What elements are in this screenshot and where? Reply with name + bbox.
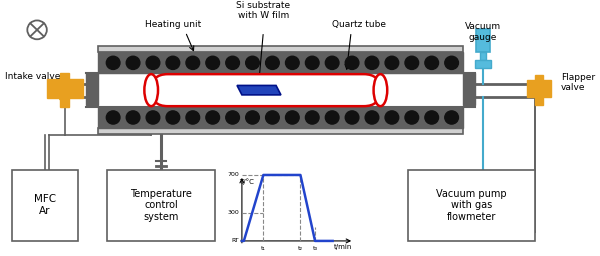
Circle shape: [286, 56, 299, 69]
Circle shape: [405, 56, 419, 69]
Bar: [476, 29, 490, 52]
Circle shape: [245, 111, 259, 124]
Text: t₃: t₃: [313, 246, 317, 251]
Text: MFC
Ar: MFC Ar: [34, 194, 56, 216]
Bar: [475, 60, 491, 68]
Text: 700: 700: [227, 173, 239, 177]
Bar: [535, 75, 544, 105]
Circle shape: [226, 111, 239, 124]
Text: Intake valve: Intake valve: [5, 71, 60, 81]
Circle shape: [186, 111, 200, 124]
Circle shape: [186, 56, 200, 69]
Circle shape: [28, 20, 47, 39]
Circle shape: [305, 56, 319, 69]
Circle shape: [425, 56, 439, 69]
Bar: [480, 52, 486, 60]
Circle shape: [405, 111, 419, 124]
Circle shape: [166, 56, 180, 69]
Text: T/°C: T/°C: [239, 178, 254, 185]
Text: Vacuum
gauge: Vacuum gauge: [465, 22, 501, 42]
Circle shape: [445, 56, 458, 69]
Circle shape: [166, 111, 180, 124]
Text: Flapper
valve: Flapper valve: [561, 73, 595, 92]
Text: t/min: t/min: [334, 244, 352, 250]
Circle shape: [345, 111, 359, 124]
Circle shape: [325, 56, 339, 69]
Circle shape: [126, 56, 140, 69]
Bar: [98, 46, 463, 52]
Bar: [527, 80, 551, 97]
Bar: [47, 79, 83, 98]
Bar: [86, 73, 98, 105]
Circle shape: [385, 111, 399, 124]
Circle shape: [206, 111, 220, 124]
Text: Heating unit: Heating unit: [145, 20, 202, 29]
Circle shape: [206, 56, 220, 69]
Text: 300: 300: [227, 210, 239, 215]
Circle shape: [106, 56, 120, 69]
Text: Quartz tube: Quartz tube: [332, 20, 386, 29]
Ellipse shape: [374, 74, 387, 106]
Text: Temperature
control
system: Temperature control system: [130, 188, 192, 222]
Circle shape: [325, 111, 339, 124]
Bar: [98, 128, 463, 134]
Bar: [463, 73, 475, 105]
Circle shape: [245, 56, 259, 69]
Circle shape: [146, 111, 160, 124]
Circle shape: [365, 56, 379, 69]
Circle shape: [365, 111, 379, 124]
Bar: [98, 52, 463, 73]
Circle shape: [345, 56, 359, 69]
Circle shape: [266, 56, 279, 69]
Circle shape: [126, 111, 140, 124]
Circle shape: [106, 111, 120, 124]
FancyBboxPatch shape: [151, 74, 380, 106]
Text: t₁: t₁: [261, 246, 266, 251]
Bar: [98, 107, 463, 128]
Bar: [61, 73, 69, 107]
Text: Vacuum pump
with gas
flowmeter: Vacuum pump with gas flowmeter: [436, 188, 506, 222]
Text: t₂: t₂: [298, 246, 303, 251]
Bar: [107, 170, 215, 241]
Polygon shape: [237, 86, 281, 95]
Circle shape: [266, 111, 279, 124]
Circle shape: [286, 111, 299, 124]
Bar: [12, 170, 78, 241]
Circle shape: [425, 111, 439, 124]
Circle shape: [385, 56, 399, 69]
Circle shape: [146, 56, 160, 69]
Bar: [408, 170, 535, 241]
Ellipse shape: [145, 74, 158, 106]
Circle shape: [445, 111, 458, 124]
Text: Si substrate
with W film: Si substrate with W film: [236, 1, 290, 20]
Circle shape: [305, 111, 319, 124]
Circle shape: [226, 56, 239, 69]
Text: RT: RT: [232, 238, 239, 243]
